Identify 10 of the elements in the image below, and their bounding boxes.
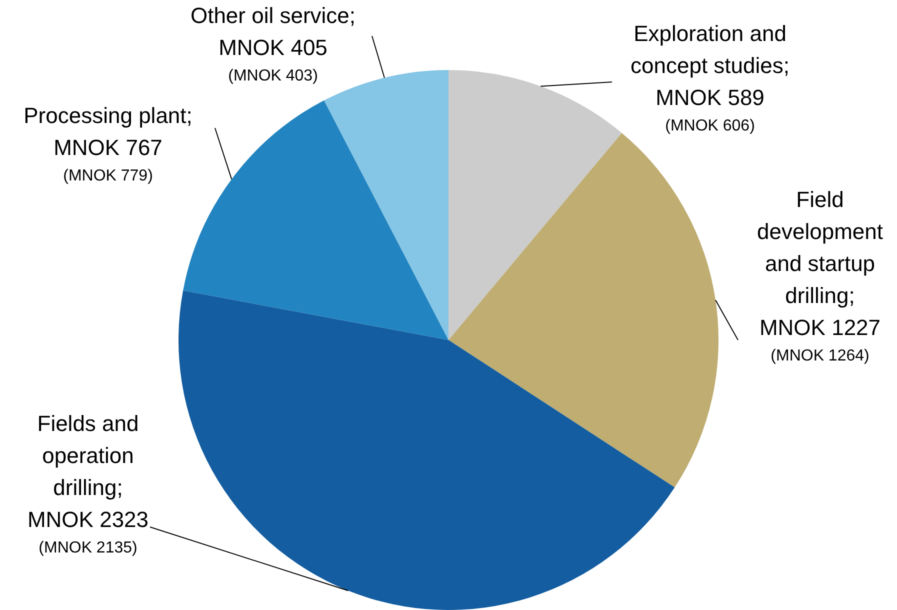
text: (MNOK 403): [228, 67, 318, 84]
text: (MNOK 779): [63, 167, 153, 184]
slice-label: Processing plant; MNOK 767: [24, 103, 192, 160]
slice-label: Other oil service; MNOK 405: [190, 3, 356, 60]
slice-label: Fields and operation drilling; MNOK 2323: [27, 411, 149, 532]
slice-label: Exploration and concept studies; MNOK 589: [630, 21, 790, 110]
text: (MNOK 1264): [770, 347, 870, 364]
slice-label: Field development and startup drilling; MNOK 1227: [757, 187, 883, 340]
text: (MNOK 606): [665, 117, 755, 134]
text: (MNOK 2135): [38, 539, 138, 556]
